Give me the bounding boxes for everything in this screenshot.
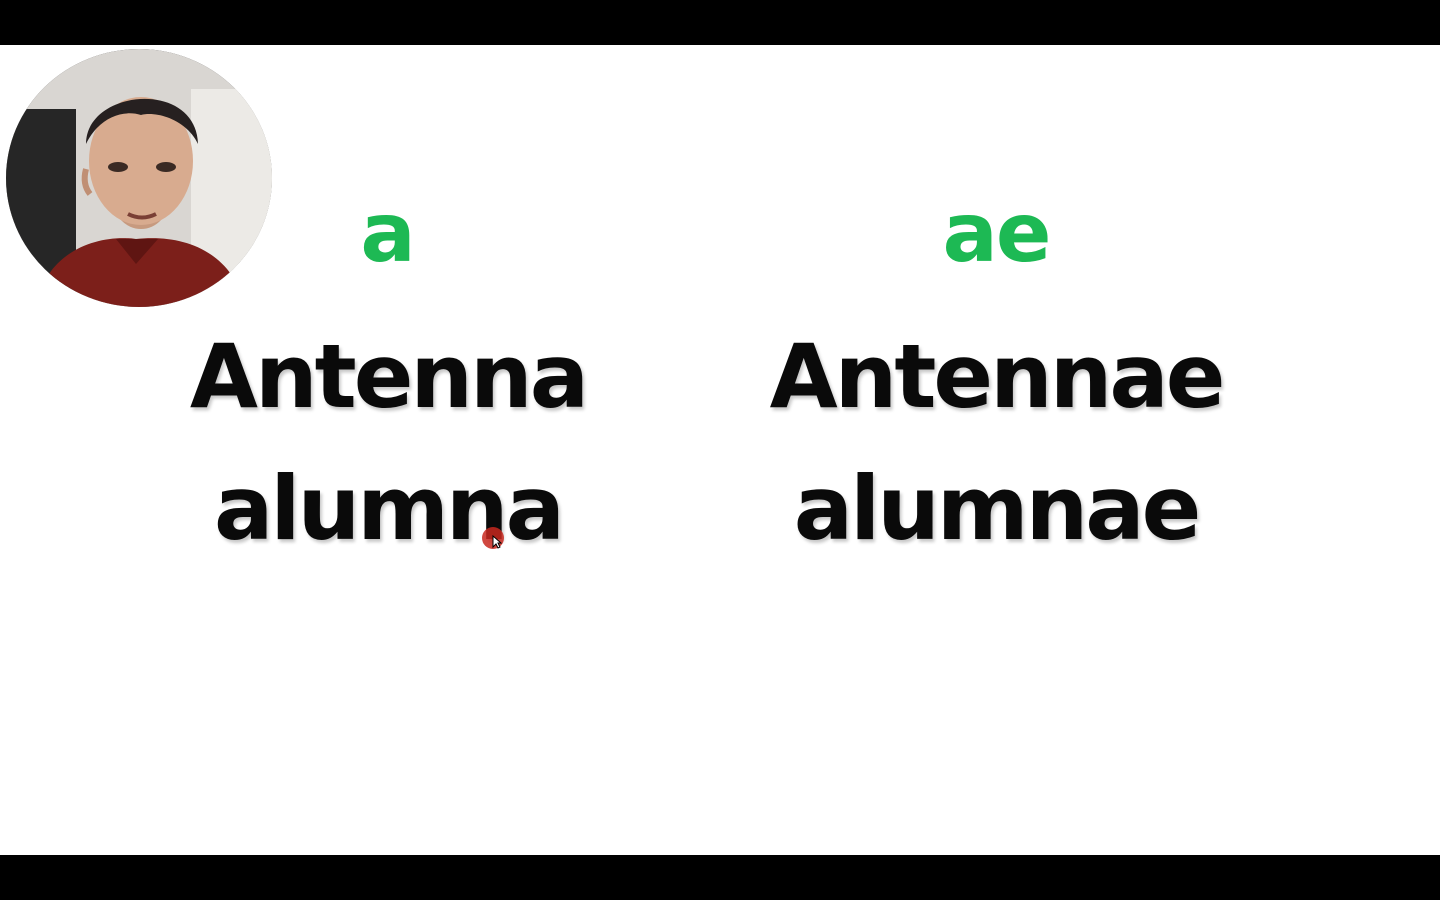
singular-ending-label: a xyxy=(360,186,415,281)
singular-word-antenna: Antenna xyxy=(189,325,589,428)
letterbox-top-bar xyxy=(0,0,1440,45)
plural-ending-label: ae xyxy=(942,186,1052,281)
singular-word-alumna: alumna xyxy=(214,457,565,560)
presenter-webcam-image xyxy=(6,49,272,307)
slide-canvas: a ae Antenna alumna Antennae alumnae xyxy=(0,45,1440,855)
plural-word-antennae: Antennae xyxy=(769,325,1226,428)
plural-word-alumnae: alumnae xyxy=(793,457,1202,560)
presenter-webcam xyxy=(6,49,272,307)
letterbox-bottom-bar xyxy=(0,855,1440,900)
mouse-pointer-icon xyxy=(482,527,506,551)
cursor-arrow-icon xyxy=(492,535,502,549)
